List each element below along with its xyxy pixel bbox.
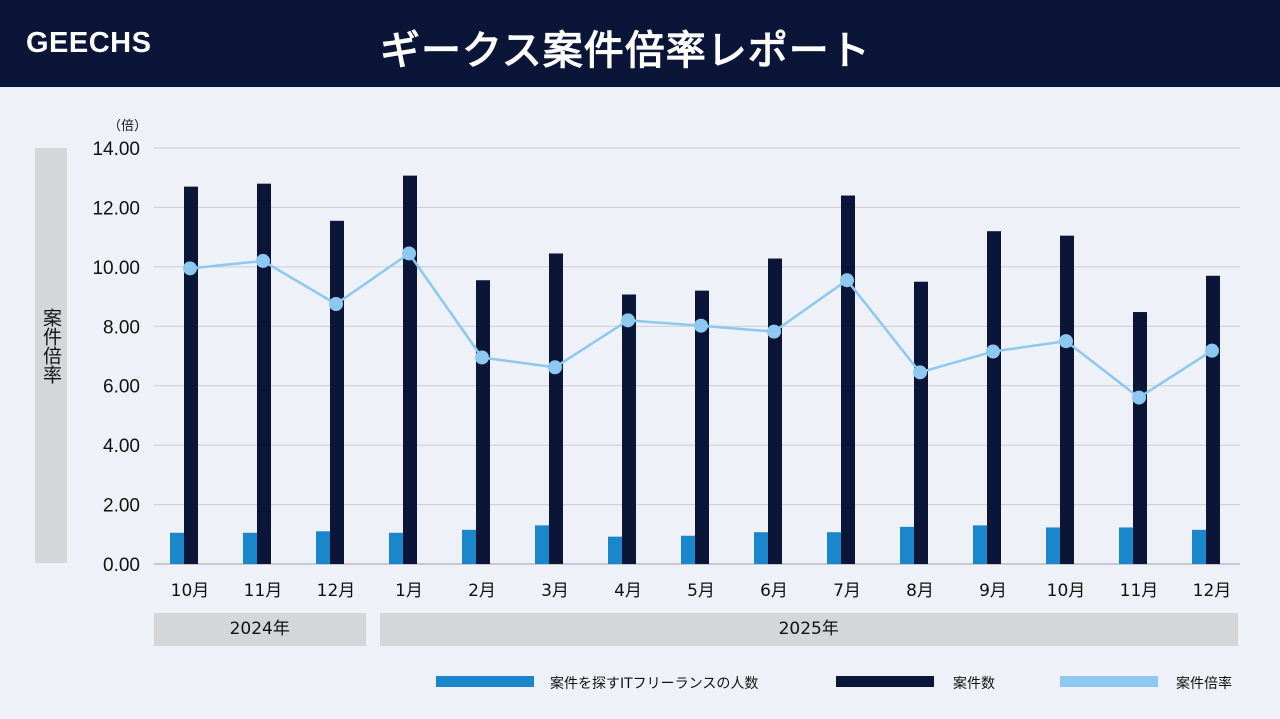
x-tick-label: 2月 <box>468 581 496 601</box>
x-tick-label: 5月 <box>687 581 715 601</box>
x-tick-label: 8月 <box>906 581 934 601</box>
bar-jobs <box>914 281 928 564</box>
bar-jobs <box>1060 235 1074 564</box>
ratio-point <box>621 313 635 328</box>
x-tick-label: 11月 <box>1120 581 1159 601</box>
legend-item-jobs: 案件数 <box>836 672 1016 692</box>
ratio-point <box>986 344 1000 359</box>
ratio-point <box>548 360 562 375</box>
legend-swatch-ratio <box>1060 676 1158 687</box>
bar-jobs <box>1133 312 1147 564</box>
x-tick-label: 7月 <box>833 581 861 601</box>
header-bar: GEECHS ギークス案件倍率レポート <box>0 0 1280 87</box>
x-tick-label: 6月 <box>760 581 788 601</box>
brand-logo: GEECHS <box>26 27 152 59</box>
bar-jobs <box>622 294 636 564</box>
y-axis-label: 案件倍率 <box>40 308 62 384</box>
bar-jobs <box>476 280 490 564</box>
bar-people <box>1119 527 1133 564</box>
ratio-point <box>256 253 270 268</box>
x-tick-label: 4月 <box>614 581 642 601</box>
y-tick-label: 10.00 <box>92 258 140 279</box>
ratio-point <box>475 350 489 365</box>
bar-jobs <box>330 220 344 565</box>
y-tick-label: 14.00 <box>92 139 140 160</box>
x-tick-label: 12月 <box>317 581 356 601</box>
bar-jobs <box>1206 275 1220 564</box>
y-tick-label: 12.00 <box>92 198 140 219</box>
bar-people <box>900 526 914 564</box>
x-tick-label: 1月 <box>395 581 423 601</box>
bar-jobs <box>768 258 782 564</box>
y-tick-label: 0.00 <box>103 555 140 576</box>
bar-jobs <box>841 195 855 565</box>
page-title: ギークス案件倍率レポート <box>380 28 871 74</box>
legend-label-jobs: 案件数 <box>953 676 995 692</box>
y-tick-label: 4.00 <box>103 436 140 457</box>
ratio-point <box>840 273 854 288</box>
bar-people <box>1046 527 1060 564</box>
bar-people <box>462 529 476 564</box>
y-axis-unit: （倍） <box>108 119 148 134</box>
y-tick-label: 2.00 <box>103 496 140 517</box>
legend-item-ratio: 案件倍率 <box>1060 672 1260 692</box>
y-tick-label: 6.00 <box>103 377 140 398</box>
legend-swatch-people <box>436 676 534 687</box>
bar-jobs <box>987 231 1001 564</box>
bar-jobs <box>257 183 271 564</box>
x-tick-label: 12月 <box>1193 581 1232 601</box>
ratio-point <box>183 261 197 276</box>
ratio-point <box>329 297 343 311</box>
x-tick-label: 11月 <box>244 581 283 601</box>
bar-people <box>973 525 987 564</box>
bar-jobs <box>549 253 563 564</box>
bar-people <box>681 535 695 564</box>
x-tick-label: 3月 <box>541 581 569 601</box>
ratio-point <box>913 365 927 380</box>
legend-label-ratio: 案件倍率 <box>1176 676 1232 692</box>
bar-jobs <box>184 186 198 564</box>
ratio-point <box>402 246 416 261</box>
ratio-point <box>1059 334 1073 349</box>
x-tick-label: 9月 <box>979 581 1007 601</box>
bar-people <box>243 532 257 564</box>
x-tick-label: 10月 <box>171 581 210 601</box>
bar-people <box>608 536 622 564</box>
ratio-point <box>767 324 781 339</box>
bar-people <box>754 532 768 564</box>
bar-people <box>316 531 330 564</box>
year-group-label: 2025年 <box>379 613 1238 646</box>
y-tick-label: 8.00 <box>103 317 140 338</box>
ratio-point <box>1205 343 1219 358</box>
bar-jobs <box>403 175 417 565</box>
x-tick-label: 10月 <box>1047 581 1086 601</box>
year-group-label: 2024年 <box>154 613 366 646</box>
bar-people <box>170 532 184 564</box>
bar-people <box>389 532 403 564</box>
legend-item-people: 案件を探すITフリーランスの人数 <box>436 672 796 692</box>
ratio-point <box>1132 390 1146 405</box>
bar-jobs <box>695 290 709 564</box>
bar-people <box>535 525 549 564</box>
bar-people <box>1192 529 1206 564</box>
bar-people <box>827 532 841 564</box>
legend-swatch-jobs <box>836 676 934 687</box>
legend-label-people: 案件を探すITフリーランスの人数 <box>550 676 759 692</box>
y-axis-label-box: 案件倍率 <box>35 148 67 563</box>
ratio-point <box>694 318 708 333</box>
